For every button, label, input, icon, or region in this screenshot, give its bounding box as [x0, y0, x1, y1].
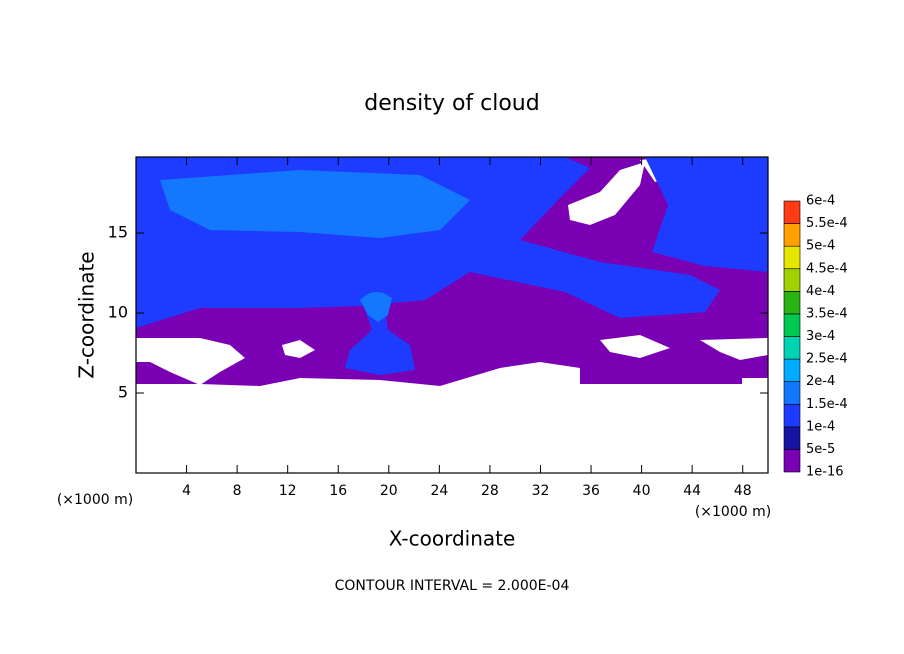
chart-title: density of cloud	[364, 91, 539, 116]
colorbar-band	[783, 449, 801, 473]
colorbar-band	[783, 313, 801, 337]
colorbar-band	[783, 426, 801, 450]
x-tick-label: 24	[430, 483, 448, 499]
contour-field	[136, 157, 768, 386]
y-tick-label: 15	[108, 223, 128, 242]
colorbar-label: 1.5e-4	[806, 397, 848, 412]
x-tick-label: 4	[182, 483, 191, 499]
y-tick-label: 10	[108, 303, 128, 322]
colorbar-label: 5e-5	[806, 442, 835, 457]
x-tick-label: 44	[683, 483, 701, 499]
colorbar-band	[783, 268, 801, 292]
colorbar-label: 2e-4	[806, 374, 835, 389]
plot-frame	[135, 156, 769, 474]
colorbar-label: 3.5e-4	[806, 306, 848, 321]
colorbar-label: 3e-4	[806, 329, 835, 344]
colorbar-band	[783, 291, 801, 315]
x-tick-label: 16	[329, 483, 347, 499]
y-unit: (×1000 m)	[57, 492, 133, 508]
x-unit: (×1000 m)	[695, 504, 771, 520]
x-tick-label: 12	[279, 483, 297, 499]
x-tick-label: 8	[233, 483, 242, 499]
x-tick-label: 32	[532, 483, 550, 499]
colorbar-label: 5e-4	[806, 239, 835, 254]
colorbar-label: 1e-4	[806, 419, 835, 434]
x-tick-label: 48	[734, 483, 752, 499]
colorbar-label: 4e-4	[806, 284, 835, 299]
annotation: CONTOUR INTERVAL = 2.000E-04	[335, 578, 570, 594]
colorbar-label: 1e-16	[806, 465, 844, 480]
colorbar-label: 6e-4	[806, 194, 835, 209]
colorbar-band	[783, 403, 801, 428]
colorbar-band	[783, 200, 801, 224]
colorbar-label: 4.5e-4	[806, 261, 848, 276]
x-tick-label: 40	[633, 483, 651, 499]
y-axis-label: Z-coordinate	[75, 251, 99, 378]
colorbar-label: 2.5e-4	[806, 352, 848, 367]
colorbar-band	[783, 358, 801, 382]
colorbar-band	[783, 245, 801, 270]
x-tick-label: 20	[380, 483, 398, 499]
colorbar-band	[783, 381, 801, 405]
colorbar-band	[783, 223, 801, 247]
colorbar-band	[783, 336, 801, 360]
x-axis-label: X-coordinate	[389, 527, 516, 551]
x-tick-label: 36	[582, 483, 600, 499]
y-tick-label: 5	[118, 383, 128, 402]
colorbar-label: 5.5e-4	[806, 216, 848, 231]
x-tick-label: 28	[481, 483, 499, 499]
